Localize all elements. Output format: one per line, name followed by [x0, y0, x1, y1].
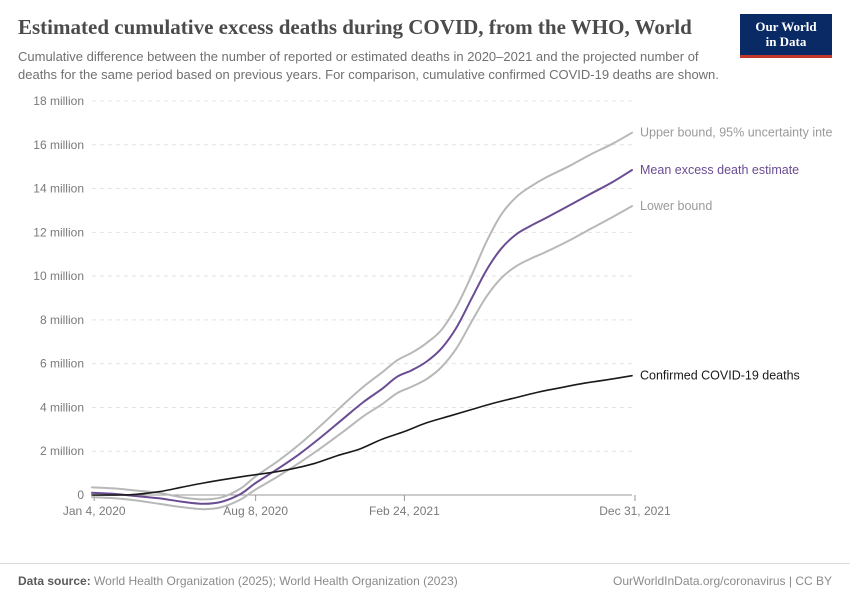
x-tick-label: Jan 4, 2020: [63, 504, 126, 518]
series-mean: [92, 170, 632, 504]
y-tick-label: 0: [77, 488, 84, 502]
data-source: Data source: World Health Organization (…: [18, 574, 458, 588]
credit-text: OurWorldInData.org/coronavirus | CC BY: [613, 574, 832, 588]
series-label-upper: Upper bound, 95% uncertainty interval: [640, 125, 832, 139]
line-chart: 0 2 million 4 million 6 million 8 million 10 …: [18, 93, 832, 533]
series-lower: [92, 206, 632, 509]
logo-line1: Our World: [755, 19, 816, 34]
series-upper: [92, 132, 632, 499]
series-label-lower: Lower bound: [640, 199, 712, 213]
series-confirmed: [92, 375, 632, 494]
y-tick-label: 16 million: [33, 137, 84, 151]
header: Estimated cumulative excess deaths durin…: [18, 14, 832, 93]
source-label: Data source:: [18, 574, 91, 588]
page-title: Estimated cumulative excess deaths durin…: [18, 14, 728, 40]
series-label-mean: Mean excess death estimate: [640, 163, 799, 177]
y-tick-label: 18 million: [33, 94, 84, 108]
x-tick-label: Feb 24, 2021: [369, 504, 440, 518]
page-subtitle: Cumulative difference between the number…: [18, 48, 728, 84]
x-tick-label: Dec 31, 2021: [599, 504, 671, 518]
owid-logo: Our World in Data: [740, 14, 832, 58]
y-tick-label: 14 million: [33, 181, 84, 195]
footer: Data source: World Health Organization (…: [0, 563, 850, 600]
series-label-confirmed: Confirmed COVID-19 deaths: [640, 368, 800, 382]
y-tick-label: 4 million: [40, 400, 84, 414]
page-container: Estimated cumulative excess deaths durin…: [0, 0, 850, 600]
logo-line2: in Data: [766, 34, 807, 49]
y-tick-label: 12 million: [33, 225, 84, 239]
title-block: Estimated cumulative excess deaths durin…: [18, 14, 740, 93]
x-tick-label: Aug 8, 2020: [223, 504, 288, 518]
y-tick-label: 10 million: [33, 269, 84, 283]
source-text: World Health Organization (2025); World …: [94, 574, 458, 588]
chart-area: 0 2 million 4 million 6 million 8 million 10 …: [18, 93, 832, 533]
y-tick-label: 6 million: [40, 356, 84, 370]
y-tick-label: 8 million: [40, 313, 84, 327]
y-tick-label: 2 million: [40, 444, 84, 458]
